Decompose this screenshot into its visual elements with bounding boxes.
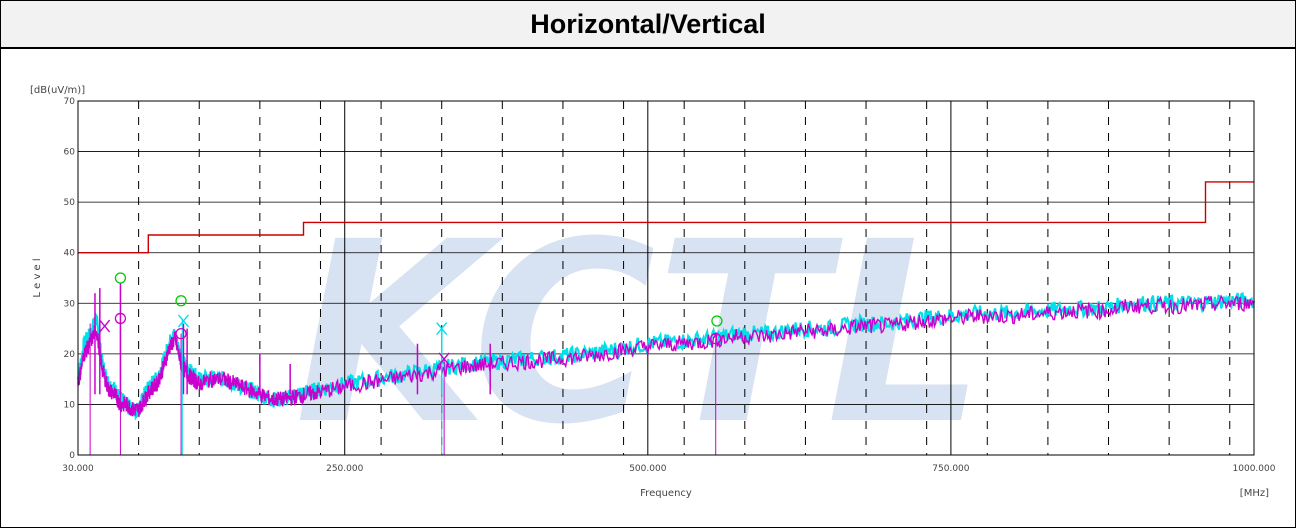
y-tick-label-20: 20 [64, 350, 76, 360]
series-line-magenta [77, 294, 1255, 417]
marker-circle-green-2 [711, 315, 723, 327]
marker-x-stroke [436, 322, 448, 336]
marker-circle-green-1 [175, 295, 187, 307]
spikes-group [89, 283, 717, 455]
marker-circle-magenta-5 [710, 333, 722, 345]
y-tick-label-50: 50 [64, 198, 76, 208]
marker-circle-magenta-3 [114, 312, 127, 325]
grid-lines [78, 101, 1254, 455]
x-tick-label-750.000: 750.000 [932, 464, 969, 474]
series-group [76, 292, 1256, 421]
chart-title-bar: Horizontal/Vertical [1, 1, 1295, 49]
marker-x-magenta-6 [99, 319, 111, 333]
x-axis-unit: [MHz] [1240, 488, 1269, 499]
x-tick-label-500.000: 500.000 [629, 464, 666, 474]
y-tick-label-0: 0 [69, 451, 75, 461]
marker-circle-magenta-4 [175, 327, 187, 340]
plot-area-border [77, 100, 1255, 456]
y-tick-label-30: 30 [64, 299, 76, 309]
x-tick-label-250.000: 250.000 [326, 464, 363, 474]
x-tick-label-30.000: 30.000 [62, 464, 94, 474]
markers-group [99, 272, 723, 366]
marker-x-cyan-7 [177, 314, 190, 328]
marker-x-stroke [99, 319, 111, 333]
y-tick-label-10: 10 [64, 400, 76, 410]
limit-line [78, 181, 1254, 254]
x-tick-label-1000.000: 1000.000 [1233, 464, 1276, 474]
marker-x-cyan-8 [436, 322, 448, 336]
y-tick-label-60: 60 [64, 148, 76, 158]
limit-line-group [78, 181, 1254, 254]
y-axis-label: L e v e l [32, 258, 43, 297]
marker-x-magenta-9 [438, 352, 450, 366]
marker-x-stroke [438, 352, 450, 366]
y-tick-label-40: 40 [64, 249, 76, 259]
watermark: KCTL [294, 188, 985, 479]
y-tick-label-70: 70 [64, 97, 76, 107]
marker-circle-green-0 [114, 272, 127, 284]
x-axis-label: Frequency [640, 488, 692, 499]
y-axis-unit: [dB(uV/m)] [30, 85, 85, 96]
marker-x-stroke [177, 314, 190, 328]
axis-labels: 0 10 20 30 40 50 60 70 30.000 250.000 500.000 750.0… [30, 85, 1276, 499]
chart-title: Horizontal/Vertical [530, 8, 766, 39]
